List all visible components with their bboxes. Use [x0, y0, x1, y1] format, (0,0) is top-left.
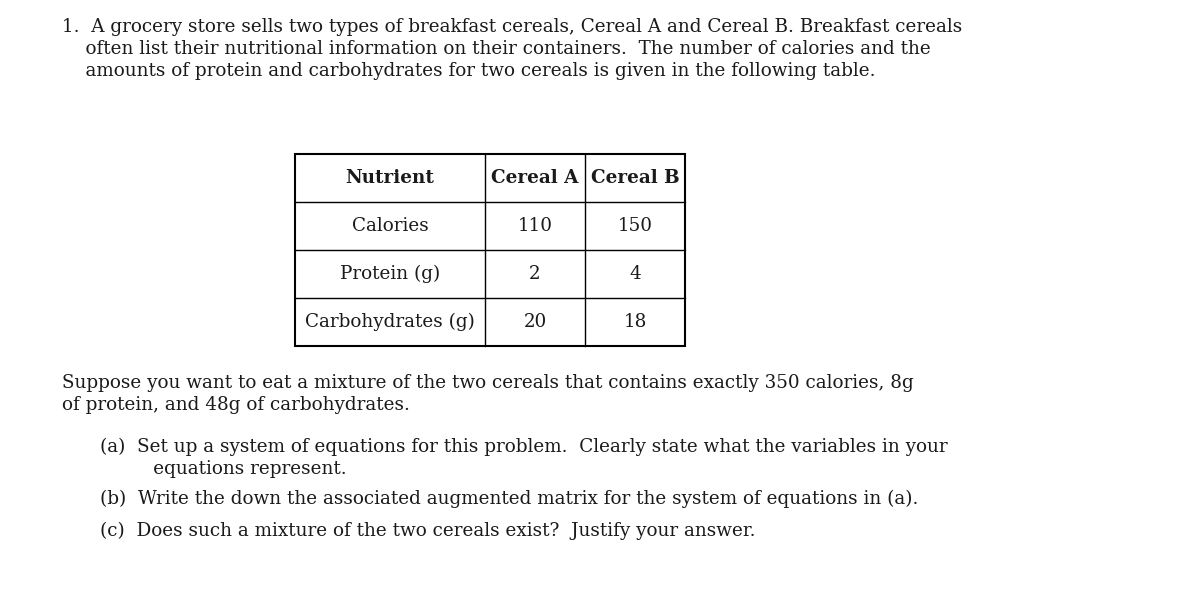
Text: Calories: Calories — [352, 217, 428, 235]
Text: 1.  A grocery store sells two types of breakfast cereals, Cereal A and Cereal B.: 1. A grocery store sells two types of br… — [62, 18, 962, 36]
Text: Carbohydrates (g): Carbohydrates (g) — [305, 313, 475, 331]
Text: of protein, and 48g of carbohydrates.: of protein, and 48g of carbohydrates. — [62, 396, 410, 414]
Text: 18: 18 — [623, 313, 647, 331]
Text: Cereal A: Cereal A — [491, 169, 578, 187]
Text: (a)  Set up a system of equations for this problem.  Clearly state what the vari: (a) Set up a system of equations for thi… — [100, 438, 948, 456]
Text: often list their nutritional information on their containers.  The number of cal: often list their nutritional information… — [62, 40, 931, 58]
Text: amounts of protein and carbohydrates for two cereals is given in the following t: amounts of protein and carbohydrates for… — [62, 62, 876, 80]
Text: equations represent.: equations represent. — [118, 460, 347, 478]
Bar — [295, 154, 685, 346]
Text: Nutrient: Nutrient — [346, 169, 434, 187]
Text: Suppose you want to eat a mixture of the two cereals that contains exactly 350 c: Suppose you want to eat a mixture of the… — [62, 374, 913, 392]
Text: 150: 150 — [618, 217, 653, 235]
Text: 110: 110 — [517, 217, 552, 235]
Text: 20: 20 — [523, 313, 547, 331]
Text: 4: 4 — [629, 265, 641, 283]
Text: Cereal B: Cereal B — [590, 169, 679, 187]
Text: (b)  Write the down the associated augmented matrix for the system of equations : (b) Write the down the associated augmen… — [100, 490, 918, 508]
Text: 2: 2 — [529, 265, 541, 283]
Text: Protein (g): Protein (g) — [340, 265, 440, 283]
Text: (c)  Does such a mixture of the two cereals exist?  Justify your answer.: (c) Does such a mixture of the two cerea… — [100, 522, 756, 541]
